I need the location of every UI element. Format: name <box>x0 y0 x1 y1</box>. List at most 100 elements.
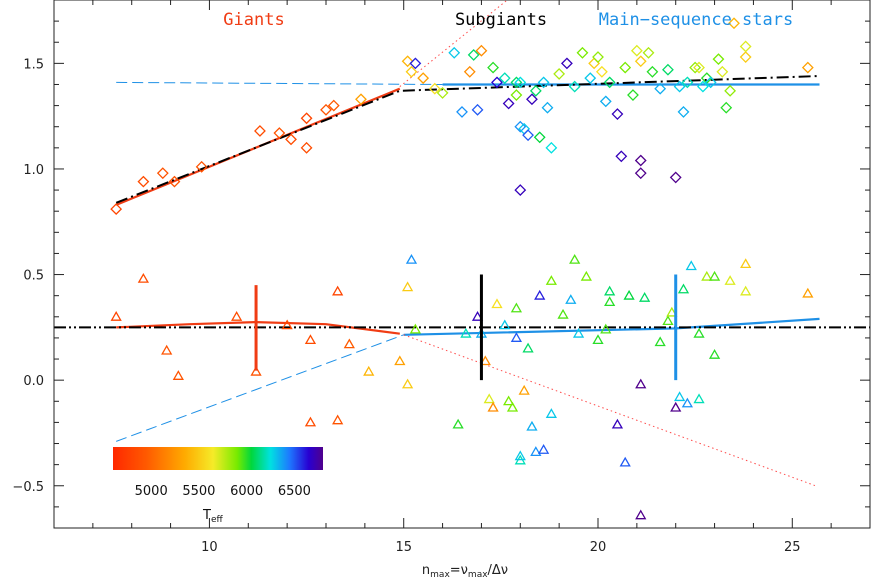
diamond-point <box>599 95 612 108</box>
triangle-point <box>600 323 612 334</box>
triangle-point <box>363 365 375 376</box>
x-axis-title-sub1: max <box>430 570 450 580</box>
colorbar-tick-labels: 5000 5500 6000 6500 <box>135 484 311 499</box>
triangle-point <box>250 365 262 376</box>
diamond-point <box>739 51 752 63</box>
diamond-point <box>529 84 542 97</box>
diamond-point <box>417 72 430 85</box>
triangle-point <box>693 393 705 404</box>
triangle-point <box>343 338 355 349</box>
triangle-point <box>693 327 705 338</box>
triangle-point <box>534 289 546 300</box>
diamond-point <box>576 46 589 59</box>
diamond-point <box>693 61 705 74</box>
triangle-point <box>639 291 651 302</box>
fit-line <box>403 334 816 487</box>
colorbar-tick-label: 6000 <box>230 484 263 499</box>
diamond-point <box>514 184 527 196</box>
triangle-point <box>281 319 293 330</box>
triangle-point <box>619 456 631 467</box>
diamond-point <box>739 40 752 53</box>
x-tick-label: 10 <box>201 540 218 555</box>
triangle-point <box>510 302 523 313</box>
triangle-point <box>460 327 472 338</box>
diamond-point <box>545 141 558 154</box>
diamond-point <box>168 175 181 188</box>
fit-line <box>115 75 820 204</box>
triangle-point <box>483 393 495 404</box>
diamond-point <box>728 17 740 30</box>
diamond-point <box>409 57 422 70</box>
triangle-point <box>137 272 149 283</box>
triangle-point <box>452 418 464 429</box>
diamond-point <box>537 76 550 89</box>
diamond-point <box>627 89 639 101</box>
colorbar-title-main: T <box>202 508 211 523</box>
x-axis-title-sub2: max <box>468 570 488 580</box>
diamond-point <box>463 65 476 78</box>
diamond-point <box>696 80 709 93</box>
region-label-giants: Giants <box>223 10 284 30</box>
diamond-point <box>689 61 702 74</box>
triangle-point <box>635 378 647 389</box>
triangle-point <box>580 270 592 281</box>
diamond-point <box>646 65 659 78</box>
colorbar-title-sub: eff <box>211 515 224 525</box>
axis-ticks-layer: 10 15 20 25 −0.5 0.0 0.5 1.0 1.5 <box>12 0 871 555</box>
diamond-point <box>584 72 597 85</box>
diamond-point <box>669 171 682 184</box>
diamond-point <box>467 48 480 61</box>
triangle-point <box>530 446 542 456</box>
triangle-point <box>685 260 697 271</box>
diamond-point <box>327 99 340 112</box>
triangle-point <box>487 401 499 412</box>
diamond-point <box>514 76 527 89</box>
triangle-point <box>491 298 503 309</box>
diamond-point <box>273 127 286 139</box>
diamond-point <box>471 103 484 116</box>
triangle-point <box>405 253 418 264</box>
diamond-point <box>801 61 814 74</box>
triangle-point <box>724 275 736 285</box>
triangle-point <box>503 395 515 406</box>
diamond-point <box>300 112 313 125</box>
error-bars-layer <box>254 274 678 381</box>
triangle-point <box>569 253 581 264</box>
y-tick-label: 0.0 <box>23 374 44 389</box>
diamond-point <box>634 154 647 167</box>
triangle-point <box>802 287 814 298</box>
diamond-point <box>502 97 515 110</box>
triangle-point <box>110 310 122 321</box>
triangle-point <box>332 285 344 296</box>
triangle-point <box>666 306 678 317</box>
triangle-point <box>708 349 721 359</box>
triangle-point <box>740 285 752 296</box>
y-tick-label: 1.0 <box>23 163 44 178</box>
triangle-point <box>526 420 538 431</box>
fit-line <box>399 0 509 87</box>
diamond-point <box>510 76 523 89</box>
y-tick-label: −0.5 <box>12 480 44 495</box>
fit-line <box>115 87 401 206</box>
diamond-point <box>533 131 546 144</box>
triangle-point <box>623 289 635 300</box>
triangle-point <box>332 414 344 425</box>
triangle-point <box>604 296 616 307</box>
diamond-point <box>553 68 566 80</box>
triangle-point <box>394 355 406 366</box>
triangle-point <box>545 275 557 285</box>
triangle-point <box>681 397 693 408</box>
y-tick-label: 1.5 <box>23 57 44 72</box>
triangle-point <box>545 408 557 418</box>
diamond-point <box>110 203 123 216</box>
triangle-point <box>401 378 414 389</box>
triangle-point <box>401 281 414 292</box>
diamond-point <box>320 103 332 116</box>
triangle-point <box>161 344 173 355</box>
triangle-point <box>304 334 317 345</box>
triangle-point <box>701 270 713 281</box>
diamond-point <box>491 76 503 89</box>
triangle-point <box>604 285 616 296</box>
diamond-point <box>428 82 441 95</box>
